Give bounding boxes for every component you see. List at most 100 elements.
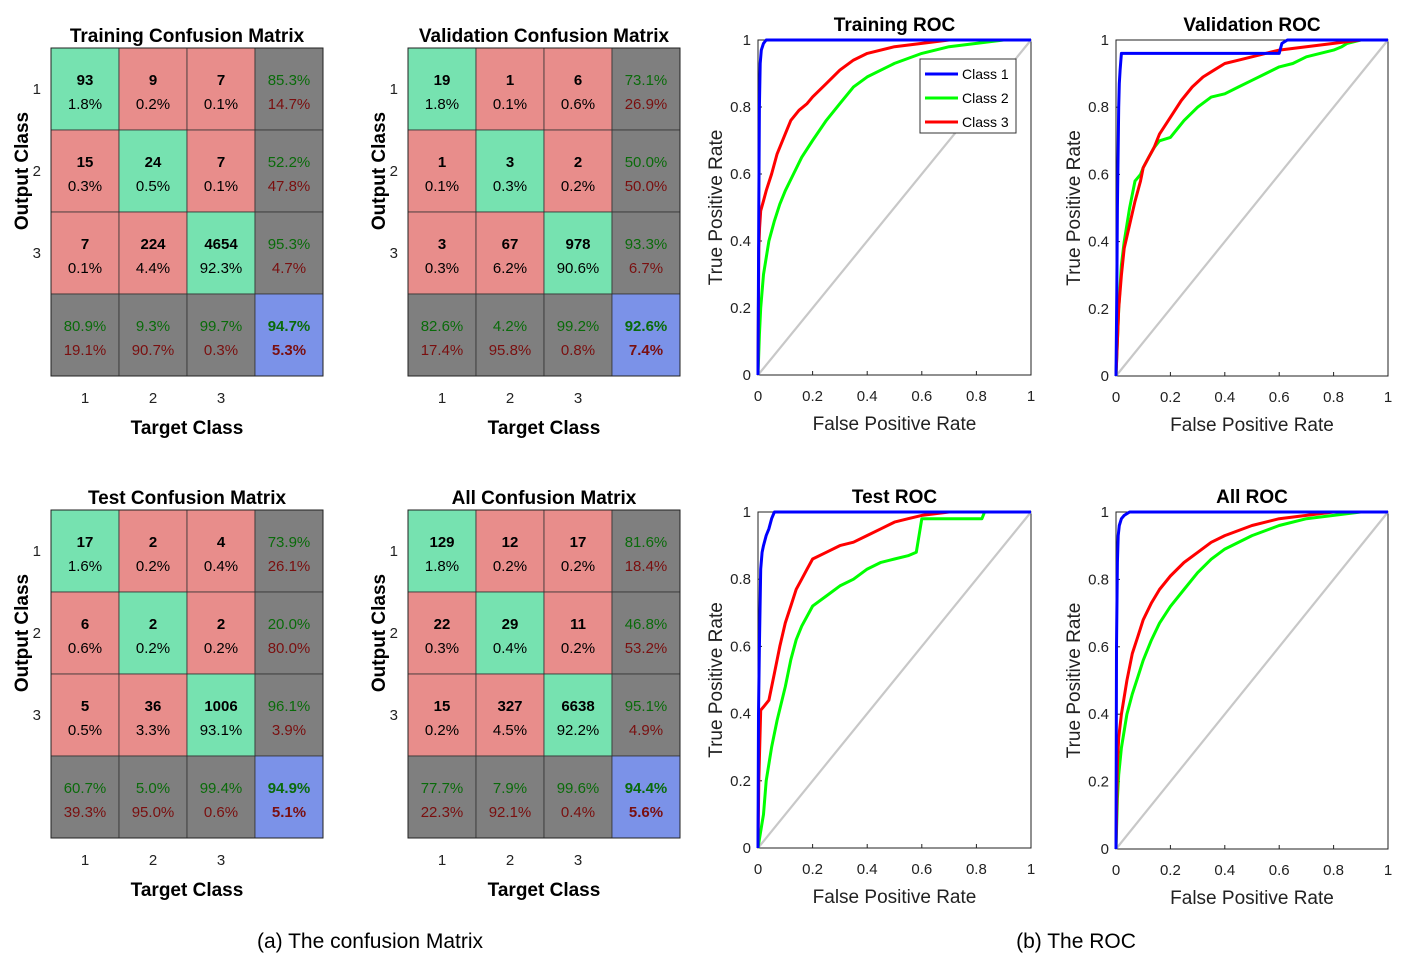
col-summary-3-percent: 0.3% bbox=[204, 342, 238, 359]
col-tick-3: 3 bbox=[217, 852, 225, 869]
row-summary-1-percent: 26.9% bbox=[625, 96, 668, 113]
cell-r1-c1-percent: 1.8% bbox=[425, 558, 459, 575]
cell-r3-c1-percent: 0.2% bbox=[425, 722, 459, 739]
cell-r3-c1 bbox=[407, 673, 477, 757]
row-summary-1-value: 85.3% bbox=[268, 72, 311, 89]
cell-r3-c2 bbox=[118, 673, 188, 757]
matrix-frame bbox=[50, 509, 324, 839]
x-tick-label: 0.4 bbox=[857, 388, 878, 405]
roc-chart-2: Validation ROC 00 0.2 0.2 0.4 0.4 0.6 0.6 0.8 0.8… bbox=[1064, 15, 1392, 436]
row-tick-3: 3 bbox=[33, 707, 41, 724]
x-tick-label: 0 bbox=[754, 388, 762, 405]
row-summary-1 bbox=[611, 509, 681, 593]
overall-accuracy-percent: 5.6% bbox=[629, 804, 663, 821]
x-tick-label: 0.2 bbox=[1160, 862, 1181, 879]
col-summary-3 bbox=[543, 755, 613, 839]
x-tick-label: 1 bbox=[1027, 861, 1035, 878]
cell-r2-c3-percent: 0.2% bbox=[561, 640, 595, 657]
cell-r3-c1 bbox=[407, 211, 477, 295]
y-axis-label: Output Class bbox=[369, 112, 390, 230]
col-summary-3 bbox=[186, 755, 256, 839]
cell-r3-c1-value: 7 bbox=[81, 236, 89, 253]
col-summary-3 bbox=[543, 293, 613, 377]
chance-line bbox=[757, 511, 1032, 849]
y-tick-label: 0.2 bbox=[1088, 301, 1109, 318]
confusion-matrix-3: Test Confusion Matrix 17 1.6% 2 0.2% 4 0.4% 73.… bbox=[12, 488, 324, 901]
row-summary-2 bbox=[254, 129, 324, 213]
row-tick-1: 1 bbox=[390, 81, 398, 98]
row-summary-3-percent: 3.9% bbox=[272, 722, 306, 739]
cell-r3-c2 bbox=[475, 673, 545, 757]
row-summary-2-value: 52.2% bbox=[268, 154, 311, 171]
roc-title: Validation ROC bbox=[1183, 15, 1321, 36]
cell-r1-c3 bbox=[186, 509, 256, 593]
y-tick-label: 0.8 bbox=[1088, 99, 1109, 116]
overall-accuracy-value: 92.6% bbox=[625, 318, 668, 335]
cell-r3-c1 bbox=[50, 211, 120, 295]
cell-r1-c1 bbox=[407, 509, 477, 593]
col-summary-1 bbox=[50, 755, 120, 839]
cell-r1-c2 bbox=[118, 509, 188, 593]
y-axis-label: True Positive Rate bbox=[1064, 130, 1085, 286]
matrix-title: Validation Confusion Matrix bbox=[419, 26, 670, 47]
legend-label-1: Class 1 bbox=[962, 66, 1009, 82]
row-summary-1 bbox=[254, 509, 324, 593]
y-tick-label: 0.8 bbox=[730, 571, 751, 588]
roc-curve-class-3 bbox=[756, 510, 1031, 849]
roc-chart-4: All ROC 00 0.2 0.2 0.4 0.4 0.6 0.6 0.8 0.8 1 1 True … bbox=[1064, 487, 1392, 909]
col-tick-3: 3 bbox=[217, 390, 225, 407]
matrix-frame bbox=[407, 509, 681, 839]
cell-r2-c2-percent: 0.5% bbox=[136, 178, 170, 195]
cell-r1-c1-value: 17 bbox=[77, 534, 94, 551]
cell-r1-c3-value: 7 bbox=[217, 72, 225, 89]
row-tick-2: 2 bbox=[390, 163, 398, 180]
row-tick-2: 2 bbox=[390, 625, 398, 642]
legend: Class 1 Class 2 Class 3 bbox=[919, 58, 1017, 134]
roc-curve-class-3 bbox=[756, 38, 1031, 376]
cell-r3-c2-value: 327 bbox=[497, 698, 522, 715]
cell-r2-c3-percent: 0.1% bbox=[204, 178, 238, 195]
cell-r2-c2-percent: 0.2% bbox=[136, 640, 170, 657]
cell-r3-c3-value: 4654 bbox=[204, 236, 238, 253]
cell-r2-c1-percent: 0.1% bbox=[425, 178, 459, 195]
row-summary-3-value: 93.3% bbox=[625, 236, 668, 253]
cell-r1-c2-value: 1 bbox=[506, 72, 514, 89]
y-tick-label: 0.8 bbox=[1088, 571, 1109, 588]
cell-r1-c3 bbox=[543, 509, 613, 593]
col-tick-2: 2 bbox=[149, 390, 157, 407]
cell-r1-c3-value: 6 bbox=[574, 72, 582, 89]
col-summary-1 bbox=[407, 293, 477, 377]
caption-confusion: (a) The confusion Matrix bbox=[257, 930, 484, 953]
cell-r1-c1-value: 19 bbox=[434, 72, 451, 89]
y-tick-label: 0.6 bbox=[730, 638, 751, 655]
cell-r2-c2 bbox=[475, 129, 545, 213]
y-tick-label: 0 bbox=[743, 840, 751, 857]
confusion-matrix-4: All Confusion Matrix1291.8%120.2%170.2%8… bbox=[369, 488, 681, 901]
y-tick-label: 1 bbox=[1101, 504, 1109, 521]
overall-accuracy-value: 94.7% bbox=[268, 318, 311, 335]
cell-r3-c1-percent: 0.1% bbox=[68, 260, 102, 277]
row-summary-1-value: 73.1% bbox=[625, 72, 668, 89]
overall-accuracy bbox=[611, 293, 681, 377]
roc-title: All ROC bbox=[1216, 487, 1288, 508]
col-summary-1-percent: 17.4% bbox=[421, 342, 464, 359]
cell-r2-c2-value: 2 bbox=[149, 616, 157, 633]
overall-accuracy bbox=[611, 755, 681, 839]
overall-accuracy-percent: 5.1% bbox=[272, 804, 306, 821]
col-summary-3-value: 99.7% bbox=[200, 318, 243, 335]
overall-accuracy bbox=[254, 755, 324, 839]
col-tick-3: 3 bbox=[574, 852, 582, 869]
cell-r2-c1 bbox=[50, 591, 120, 675]
cell-r1-c1-value: 93 bbox=[77, 72, 94, 89]
cell-r1-c2 bbox=[475, 509, 545, 593]
cell-r2-c3-percent: 0.2% bbox=[561, 178, 595, 195]
row-summary-3-value: 95.3% bbox=[268, 236, 311, 253]
cell-r1-c2-percent: 0.2% bbox=[136, 96, 170, 113]
x-tick-label: 0.4 bbox=[1214, 862, 1235, 879]
row-summary-3-value: 95.1% bbox=[625, 698, 668, 715]
col-summary-2 bbox=[118, 293, 188, 377]
cell-r2-c1 bbox=[407, 129, 477, 213]
row-summary-2-percent: 50.0% bbox=[625, 178, 668, 195]
cell-r3-c3 bbox=[543, 673, 613, 757]
cell-r3-c2-value: 224 bbox=[140, 236, 166, 253]
